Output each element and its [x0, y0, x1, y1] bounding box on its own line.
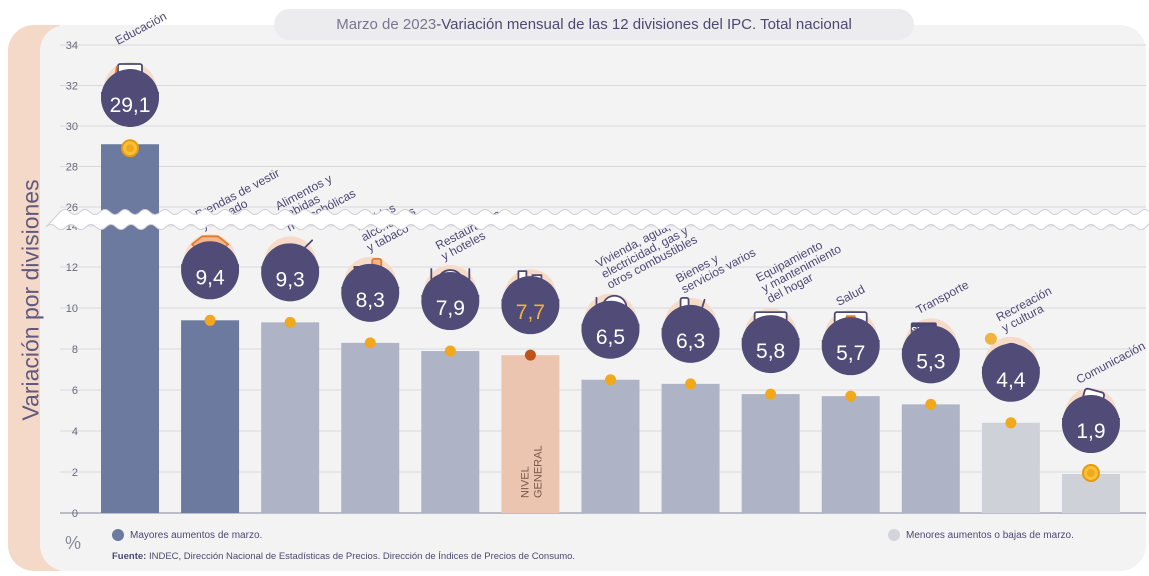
legend-higher-swatch: [112, 529, 124, 541]
legend-higher: Mayores aumentos de marzo.: [112, 529, 262, 541]
bar: [581, 379, 640, 513]
value-bowl: [741, 338, 800, 368]
source-label: Fuente:: [112, 551, 147, 562]
value-marker: [284, 316, 296, 328]
value-marker-core: [126, 144, 134, 153]
value-marker: [685, 378, 697, 390]
bar-text-line: GENERAL: [532, 445, 544, 498]
bar: [901, 404, 960, 513]
value-marker: [364, 337, 376, 349]
value-marker: [1005, 417, 1017, 429]
y-tick-label: 28: [66, 162, 78, 174]
bar: [981, 422, 1040, 513]
y-tick-label: 6: [72, 385, 78, 397]
value-bowl: [101, 92, 159, 121]
legend-lower: Menores aumentos o bajas de marzo.: [888, 529, 1074, 541]
bar: [421, 351, 480, 513]
category-label-line: Comunicación: [1074, 339, 1148, 387]
value-label: 4,4: [996, 369, 1026, 392]
value-marker: [204, 314, 216, 326]
value-bowl: [341, 286, 400, 316]
bar-text: NIVEL GENERAL: [519, 445, 544, 498]
y-tick-label: 2: [72, 467, 78, 479]
bar: [101, 144, 159, 513]
bar: [661, 383, 720, 513]
value-label: 9,4: [195, 266, 225, 289]
legend-lower-label: Menores aumentos o bajas de marzo.: [906, 529, 1074, 541]
chart-title: Marzo de 2023 - Variación mensual de las…: [274, 9, 914, 40]
value-label: 7,7: [516, 301, 545, 324]
value-label: 29,1: [110, 94, 151, 117]
value-label: 5,8: [756, 340, 785, 363]
unit-symbol: %: [65, 533, 82, 553]
value-bowl: [421, 295, 480, 325]
axis-break: [45, 209, 1149, 230]
bar-text-line: NIVEL: [519, 466, 531, 498]
category-label: Comunicación: [1074, 339, 1148, 387]
value-label: 6,3: [676, 330, 705, 353]
value-bowl: [981, 366, 1040, 396]
bar: [741, 394, 800, 513]
value-label: 1,9: [1076, 420, 1105, 443]
category-label: Transporte: [914, 277, 972, 317]
title-separator: -: [436, 16, 442, 33]
legend-lower-swatch: [888, 529, 900, 541]
category-label-line: Educación: [113, 9, 169, 48]
value-bowl: [181, 264, 240, 294]
category-label-line: Transporte: [914, 277, 972, 317]
category-label: Salud: [834, 282, 868, 309]
value-label: 8,3: [356, 289, 385, 312]
value-bowl: [821, 340, 880, 370]
category-label: Educación: [113, 9, 169, 48]
value-marker: [604, 374, 616, 386]
y-tick-label: 34: [66, 40, 78, 52]
value-label: 5,3: [916, 350, 945, 373]
title-date: Marzo de 2023: [336, 16, 437, 33]
bar: [261, 322, 320, 513]
value-marker: [444, 345, 456, 357]
source-text: INDEC, Dirección Nacional de Estadística…: [146, 551, 576, 562]
legend-higher-label: Mayores aumentos de marzo.: [130, 529, 263, 541]
source-note: Fuente: INDEC, Dirección Nacional de Est…: [112, 551, 575, 562]
value-label: 6,5: [596, 326, 625, 349]
y-tick-label: 10: [66, 303, 78, 315]
y-tick-label: 12: [66, 262, 78, 274]
value-marker: [524, 349, 536, 361]
value-label: 5,7: [836, 342, 865, 365]
bar: [821, 396, 880, 513]
value-label: 7,9: [436, 297, 465, 320]
value-bowl: [261, 266, 320, 296]
value-bowl: [501, 299, 560, 329]
value-bowl: [581, 323, 640, 353]
value-label: 9,3: [276, 268, 305, 291]
value-bowl: [661, 327, 720, 357]
category-label-line: Salud: [834, 282, 868, 309]
value-marker: [765, 388, 777, 400]
value-marker: [845, 390, 857, 402]
y-tick-label: 0: [72, 508, 78, 520]
y-tick-label: 4: [72, 426, 78, 438]
sun-shape: [984, 332, 997, 345]
value-bowl: [901, 348, 960, 378]
y-tick-label: 30: [66, 121, 78, 133]
y-tick-label: 8: [72, 344, 78, 356]
value-bowl: [1061, 418, 1120, 448]
bar: [341, 342, 400, 513]
title-text: Variación mensual de las 12 divisiones d…: [441, 16, 852, 33]
bar: [181, 320, 240, 513]
bar: [501, 355, 560, 513]
y-tick-label: 32: [66, 81, 78, 93]
value-marker: [925, 398, 937, 410]
value-marker-core: [1086, 469, 1095, 478]
